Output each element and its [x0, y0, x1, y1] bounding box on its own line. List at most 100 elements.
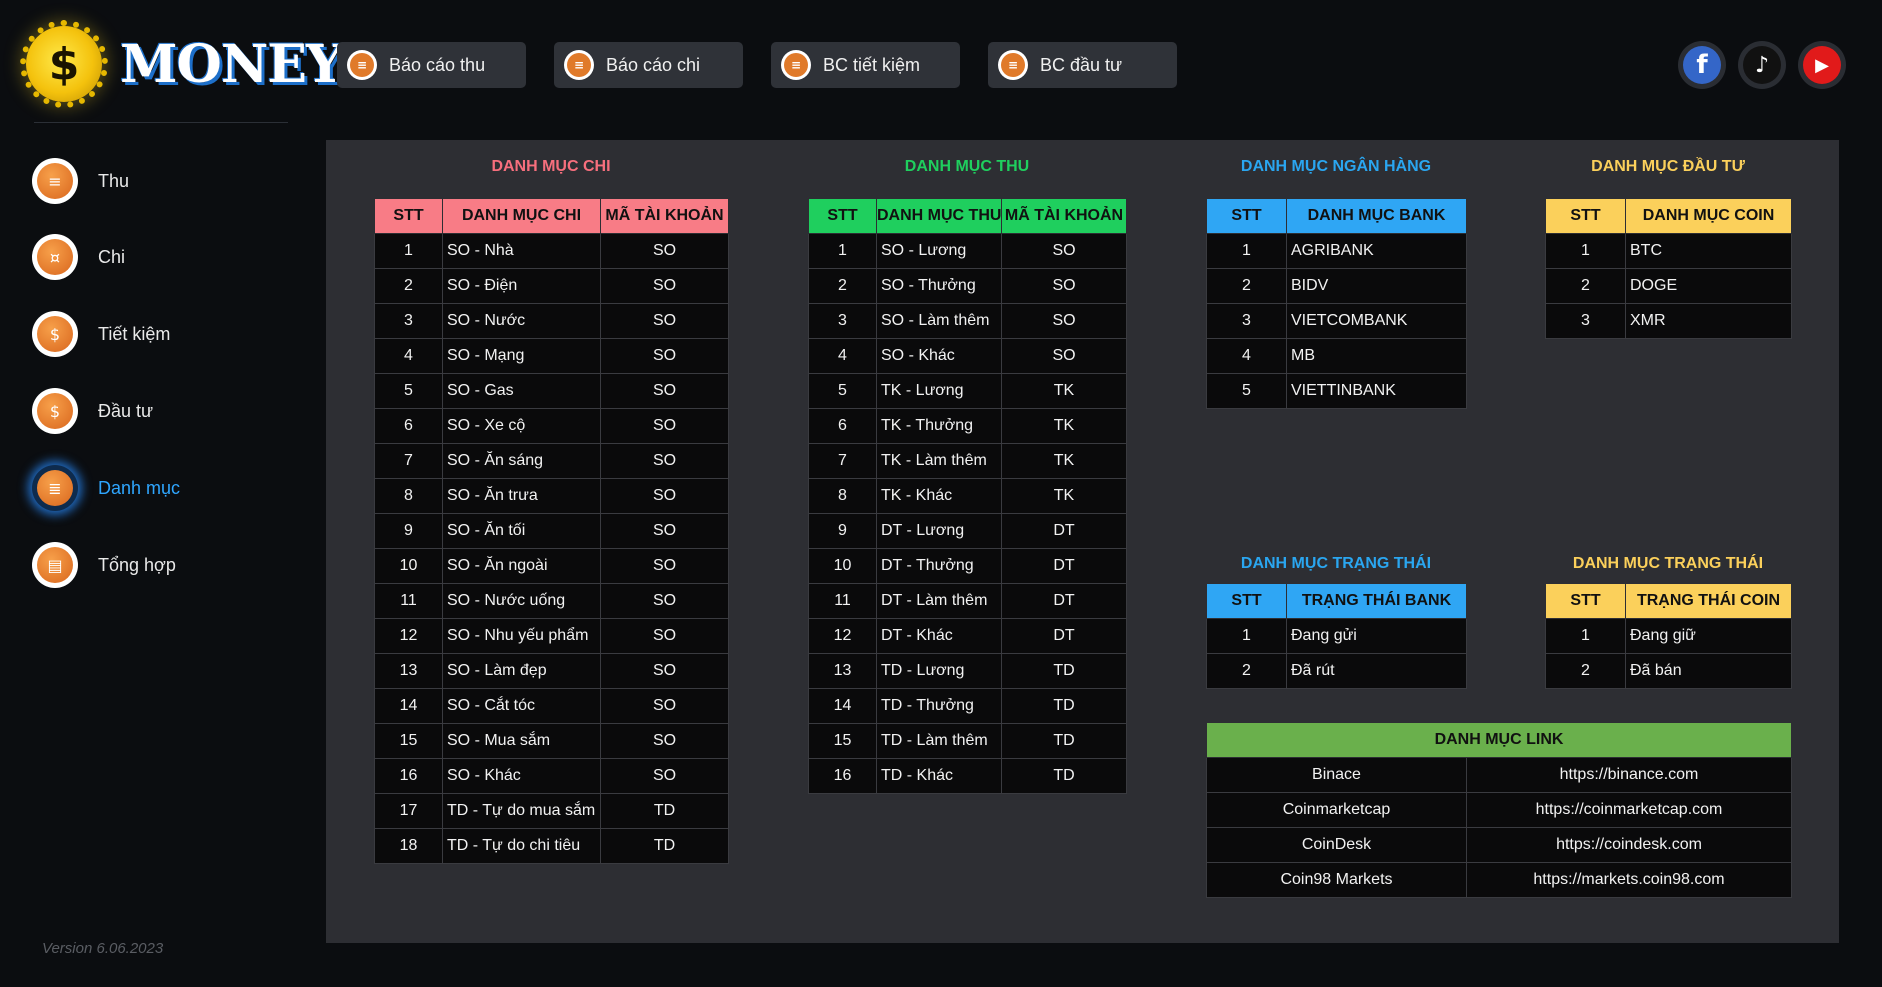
- table-row: 1 AGRIBANK: [1206, 233, 1467, 269]
- table-cell: 14: [374, 688, 443, 724]
- table-cell: 6: [374, 408, 443, 444]
- column-header: DANH MỤC COIN: [1625, 198, 1792, 234]
- facebook-button[interactable]: f: [1678, 41, 1726, 89]
- sidebar-item-1[interactable]: ¤ Chi: [32, 232, 125, 282]
- table-cell: TD - Lương: [876, 653, 1002, 689]
- table-cell: 13: [374, 653, 443, 689]
- tiktok-button[interactable]: ♪: [1738, 41, 1786, 89]
- title-danh-muc-dau-tu: DANH MỤC ĐẦU TƯ: [1591, 158, 1745, 175]
- sidebar-item-label: Thu: [98, 170, 130, 191]
- link-url[interactable]: https://binance.com: [1466, 757, 1792, 793]
- title-trang-thai-bank: DANH MỤC TRẠNG THÁI: [1240, 555, 1432, 572]
- column-header: STT: [1545, 583, 1626, 619]
- table-cell: 1: [1206, 233, 1287, 269]
- table-cell: 5: [808, 373, 877, 409]
- table-row: 14 SO - Cắt tóc SO: [374, 688, 729, 724]
- table-cell: TD - Thưởng: [876, 688, 1002, 724]
- sidebar-item-label: Danh mục: [98, 477, 181, 498]
- table-cell: 12: [808, 618, 877, 654]
- top-button-0[interactable]: ≡ Báo cáo thu: [337, 42, 526, 88]
- table-cell: SO - Ăn tối: [442, 513, 601, 549]
- table-cell: TD - Làm thêm: [876, 723, 1002, 759]
- table-cell: 9: [808, 513, 877, 549]
- report-icon: ≡: [347, 50, 377, 80]
- table-cell: SO - Ăn sáng: [442, 443, 601, 479]
- table-cell: 2: [1206, 653, 1287, 689]
- facebook-icon: f: [1683, 46, 1721, 84]
- table-cell: DT - Lương: [876, 513, 1002, 549]
- table-cell: SO: [600, 303, 729, 339]
- danh-muc-bank-table: STT DANH MỤC BANK 1 AGRIBANK 2 BIDV 3 VIETCOMBA…: [1206, 198, 1467, 409]
- table-row: 2 BIDV: [1206, 268, 1467, 304]
- table-cell: SO - Nhu yếu phẩm: [442, 618, 601, 654]
- table-cell: 12: [374, 618, 443, 654]
- table-row: 4 SO - Mạng SO: [374, 338, 729, 374]
- table-cell: TD: [600, 828, 729, 864]
- table-row: 3 SO - Nước SO: [374, 303, 729, 339]
- table-cell: 2: [1545, 268, 1626, 304]
- table-cell: 3: [1545, 303, 1626, 339]
- table-row: 14 TD - Thưởng TD: [808, 688, 1127, 724]
- sidebar-item-4[interactable]: ≣ Danh mục: [32, 463, 180, 513]
- sidebar-item-3[interactable]: $ Đầu tư: [32, 386, 153, 436]
- table-row: 12 SO - Nhu yếu phẩm SO: [374, 618, 729, 654]
- table-cell: SO - Mạng: [442, 338, 601, 374]
- table-cell: 9: [374, 513, 443, 549]
- sidebar-item-5[interactable]: ▤ Tổng hợp: [32, 540, 176, 590]
- sidebar-item-0[interactable]: ≡ Thu: [32, 156, 129, 206]
- table-row: 10 DT - Thưởng DT: [808, 548, 1127, 584]
- table-row: 1 Đang gửi: [1206, 618, 1467, 654]
- link-url[interactable]: https://markets.coin98.com: [1466, 862, 1792, 898]
- table-cell: TD: [1001, 723, 1127, 759]
- table-row: 13 SO - Làm đẹp SO: [374, 653, 729, 689]
- sidebar-item-label: Đầu tư: [98, 400, 154, 421]
- table-cell: 11: [374, 583, 443, 619]
- table-cell: TK: [1001, 443, 1127, 479]
- danh-muc-link-table: DANH MỤC LINK Binace https://binance.com C…: [1206, 722, 1792, 898]
- table-cell: SO - Làm đẹp: [442, 653, 601, 689]
- table-cell: BTC: [1625, 233, 1792, 269]
- table-cell: SO: [1001, 268, 1127, 304]
- top-button-1[interactable]: ≡ Báo cáo chi: [554, 42, 743, 88]
- table-cell: DOGE: [1625, 268, 1792, 304]
- top-button-2[interactable]: ≡ BC tiết kiệm: [771, 42, 960, 88]
- table-cell: SO: [600, 233, 729, 269]
- column-header: DANH MỤC CHI: [442, 198, 601, 234]
- table-cell: Đã bán: [1625, 653, 1792, 689]
- table-cell: 6: [808, 408, 877, 444]
- table-row: 15 SO - Mua sắm SO: [374, 723, 729, 759]
- table-cell: SO - Khác: [442, 758, 601, 794]
- table-cell: 16: [374, 758, 443, 794]
- link-url[interactable]: https://coindesk.com: [1466, 827, 1792, 863]
- sidebar-item-2[interactable]: $ Tiết kiệm: [32, 309, 170, 359]
- link-name: Binace: [1206, 757, 1467, 793]
- table-cell: DT: [1001, 513, 1127, 549]
- table-cell: 2: [808, 268, 877, 304]
- table-cell: DT: [1001, 583, 1127, 619]
- youtube-button[interactable]: ▶: [1798, 41, 1846, 89]
- table-row: 17 TD - Tự do mua sắm TD: [374, 793, 729, 829]
- table-row: 8 SO - Ăn trưa SO: [374, 478, 729, 514]
- table-cell: 1: [1545, 618, 1626, 654]
- table-cell: TD - Khác: [876, 758, 1002, 794]
- table-row: 5 VIETTINBANK: [1206, 373, 1467, 409]
- table-cell: SO - Ăn ngoài: [442, 548, 601, 584]
- table-cell: Đã rút: [1286, 653, 1467, 689]
- link-url[interactable]: https://coinmarketcap.com: [1466, 792, 1792, 828]
- trang-thai-bank-table: STT TRẠNG THÁI BANK 1 Đang gửi 2 Đã rút: [1206, 583, 1467, 689]
- top-button-3[interactable]: ≡ BC đầu tư: [988, 42, 1177, 88]
- column-header: STT: [1206, 198, 1287, 234]
- title-danh-muc-thu: DANH MỤC THU: [904, 158, 1030, 175]
- table-cell: 13: [808, 653, 877, 689]
- column-header: STT: [1545, 198, 1626, 234]
- table-row: 3 XMR: [1545, 303, 1792, 339]
- title-trang-thai-coin: DANH MỤC TRẠNG THÁI: [1572, 555, 1764, 572]
- table-cell: SO - Khác: [876, 338, 1002, 374]
- table-row: 5 SO - Gas SO: [374, 373, 729, 409]
- top-button-label: BC đầu tư: [1040, 54, 1123, 75]
- table-cell: DT: [1001, 548, 1127, 584]
- table-cell: 18: [374, 828, 443, 864]
- invest-icon: $: [32, 388, 78, 434]
- table-cell: Đang gửi: [1286, 618, 1467, 654]
- table-row: 2 SO - Điện SO: [374, 268, 729, 304]
